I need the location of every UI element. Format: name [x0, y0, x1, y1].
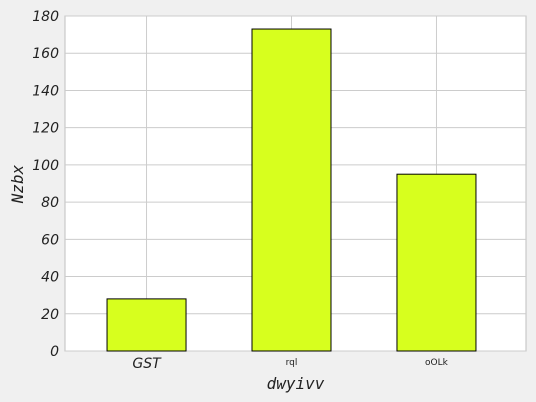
y-tick-label: 20: [41, 307, 59, 323]
x-tick-label: rql: [286, 358, 298, 368]
x-tick-label: oOLk: [425, 358, 449, 368]
bar-GST: [106, 298, 187, 352]
y-tick-labels: 0 20 40 60 80 100 120 140 160 180: [32, 9, 59, 360]
y-tick-label: 0: [50, 344, 59, 360]
x-tick-labels: GST rql oOLk: [132, 356, 448, 372]
y-axis-label: Nzbx: [8, 164, 27, 204]
bar-rql: [251, 28, 332, 352]
x-axis-label: dwyivv: [267, 374, 325, 393]
y-tick-label: 160: [32, 46, 59, 62]
y-tick-label: 80: [41, 195, 59, 211]
y-tick-label: 100: [32, 158, 59, 174]
bar-oOLk: [396, 173, 477, 352]
y-tick-label: 40: [41, 270, 59, 286]
x-tick-label: GST: [132, 356, 162, 372]
y-tick-label: 120: [32, 121, 59, 137]
y-tick-label: 180: [32, 9, 59, 25]
y-tick-label: 140: [32, 83, 59, 99]
y-tick-label: 60: [41, 232, 59, 248]
bars: [106, 28, 477, 352]
